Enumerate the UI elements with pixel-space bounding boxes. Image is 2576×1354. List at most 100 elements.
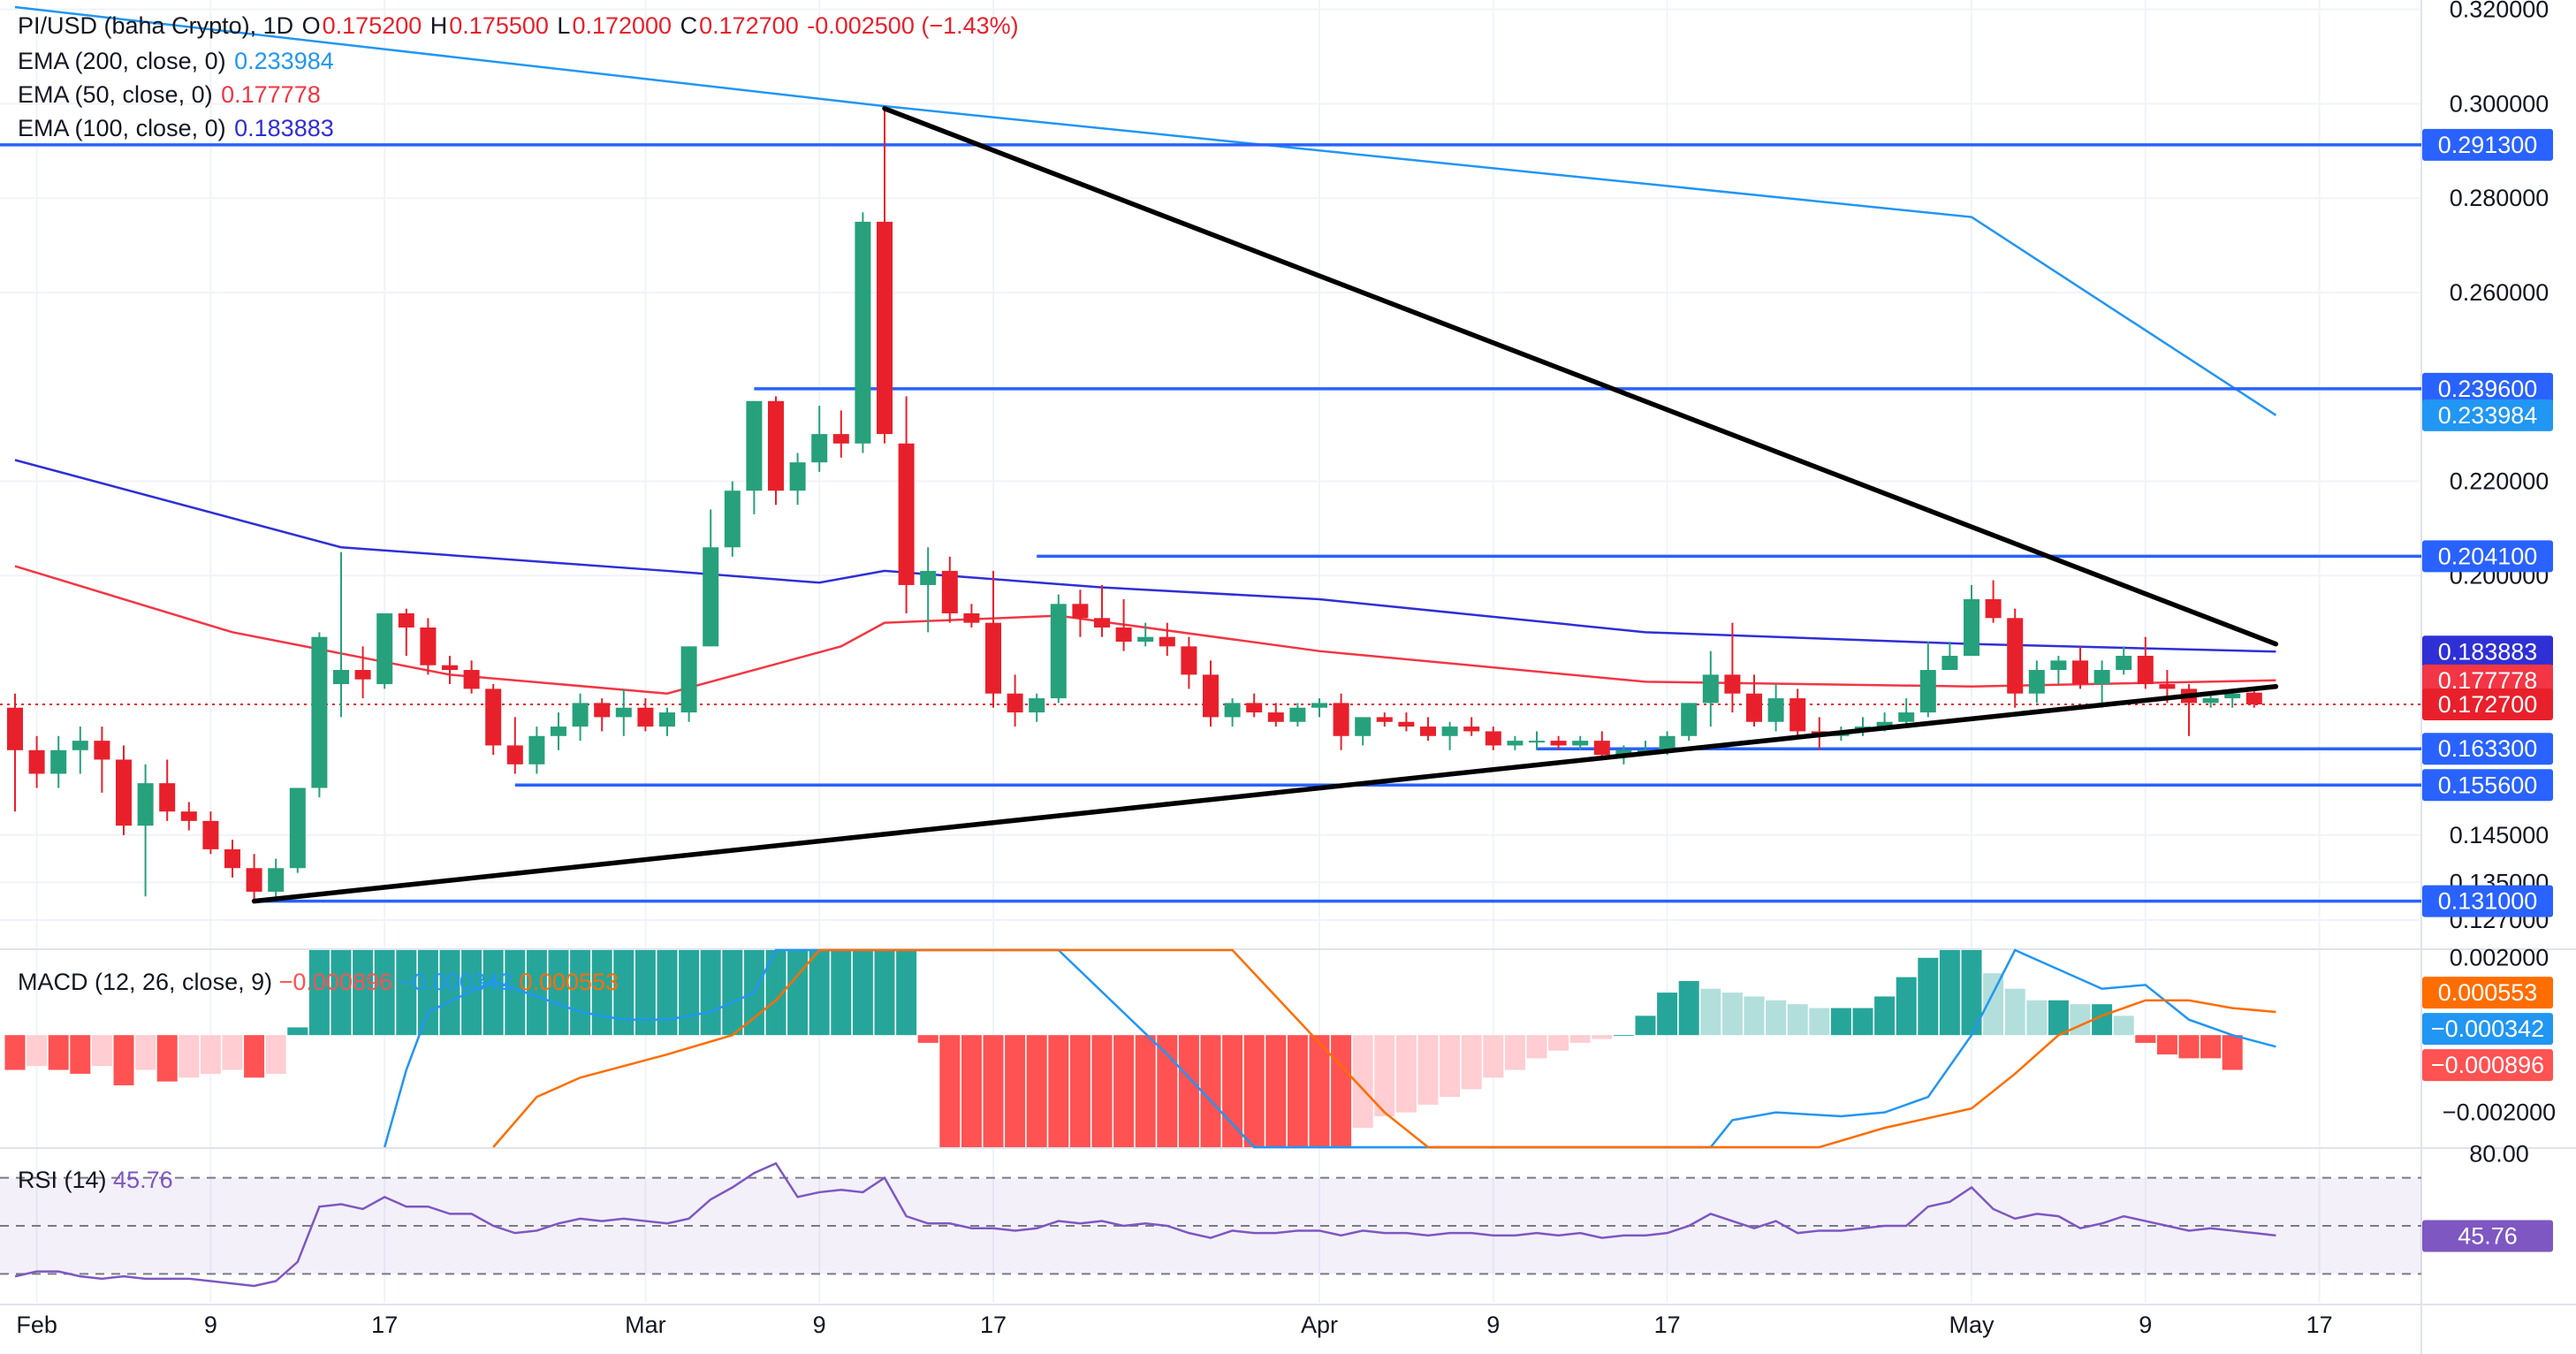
macd-histogram-bar	[1504, 1035, 1525, 1070]
macd-histogram-bar	[70, 1035, 91, 1074]
ema50-legend[interactable]: EMA (50, close, 0) 0.177778	[18, 81, 323, 109]
candle-body	[1790, 698, 1806, 732]
candle-body	[1094, 618, 1110, 628]
rsi-legend[interactable]: RSI (14) 45.76	[18, 1167, 173, 1194]
ema200-legend[interactable]: EMA (200, close, 0) 0.233984	[18, 48, 336, 75]
macd-histogram-bar	[917, 1035, 938, 1043]
candle-body	[463, 670, 480, 689]
macd-histogram-bar	[1265, 1035, 1287, 1147]
macd-signal-value: 0.000553	[519, 969, 619, 995]
candle-body	[28, 749, 45, 774]
macd-histogram-bar	[809, 950, 830, 1036]
candle-body	[506, 745, 523, 764]
macd-histogram-bar	[135, 1035, 156, 1070]
symbol-label: PI/USD (baha Crypto), 1D	[18, 12, 294, 39]
candle-body	[2028, 670, 2045, 694]
candle-body	[789, 462, 806, 491]
macd-histogram-bar	[2113, 1016, 2134, 1036]
price-badge-bg	[2422, 399, 2553, 431]
candle-body	[746, 400, 763, 491]
macd-histogram-bar	[852, 950, 873, 1036]
macd-histogram-bar	[1287, 1035, 1308, 1147]
candle-body	[920, 570, 937, 585]
candle-body	[116, 759, 132, 826]
macd-histogram-bar	[91, 1035, 112, 1067]
macd-histogram-bar	[1939, 950, 1960, 1036]
time-tick-label: 17	[371, 1312, 398, 1338]
candle-body	[398, 612, 414, 628]
macd-histogram-bar	[1700, 988, 1721, 1036]
macd-histogram-bar	[1395, 1035, 1417, 1113]
candle-body	[485, 688, 502, 746]
price-badge: 0.239600	[2438, 376, 2538, 402]
candle-body	[941, 570, 958, 613]
macd-histogram-bar	[1592, 1035, 1613, 1039]
high-label: H	[429, 12, 448, 39]
macd-tick-label: 0.002000	[2450, 945, 2549, 971]
macd-histogram-bar	[1744, 996, 1765, 1036]
horizontal-levels	[0, 143, 2421, 903]
price-badge-bg	[2422, 885, 2553, 917]
price-tick-label: 0.260000	[2450, 279, 2549, 306]
macd-histogram-bar	[722, 950, 743, 1036]
candle-body	[1115, 627, 1132, 643]
candle-body	[1485, 731, 1501, 746]
price-badge: 0.131000	[2438, 888, 2538, 915]
macd-badge: −0.000896	[2431, 1052, 2544, 1078]
candle-body	[1072, 604, 1089, 619]
candle-body	[1919, 670, 1936, 713]
time-axis[interactable]: Feb 9 17 Mar 9 17 Apr 9 17 May 9 17	[16, 1312, 2332, 1338]
candle-body	[2245, 692, 2262, 705]
macd-histogram-bar	[1069, 1035, 1090, 1147]
macd-histogram-bar	[1766, 1000, 1787, 1036]
macd-histogram-bar	[1200, 1035, 1221, 1147]
ema100-legend[interactable]: EMA (100, close, 0) 0.183883	[18, 115, 336, 142]
ohlc-legend[interactable]: PI/USD (baha Crypto), 1D O0.175200 H0.17…	[18, 12, 1021, 40]
macd-histogram-bar	[2222, 1035, 2243, 1070]
macd-histogram-bar	[1091, 1035, 1113, 1147]
macd-histogram-bar	[1852, 1008, 1873, 1036]
open-value: 0.175200	[322, 12, 422, 39]
ema-200-line	[14, 5, 2277, 416]
macd-histogram-bar	[2135, 1035, 2156, 1043]
candle-body	[1898, 712, 1915, 722]
macd-histogram-bar	[1374, 1035, 1395, 1117]
macd-histogram-bar	[2070, 1004, 2091, 1036]
macd-line-value: −0.000342	[399, 969, 513, 995]
candle-body	[376, 612, 393, 685]
candle-body	[1941, 656, 1958, 671]
macd-histogram-bar	[2092, 1004, 2113, 1036]
candle-body	[72, 741, 88, 750]
price-axis[interactable]: 0.320000 0.300000 0.280000 0.260000 0.220000…	[2443, 0, 2556, 1167]
macd-histogram-bar	[1526, 1035, 1547, 1059]
candle-body	[898, 443, 915, 585]
candle-body	[615, 707, 632, 718]
macd-histogram-bar	[983, 1035, 1004, 1147]
candle-body	[680, 646, 697, 713]
price-tick-label: 0.280000	[2450, 185, 2549, 211]
macd-badge: −0.000342	[2431, 1016, 2544, 1042]
candle-body	[877, 221, 893, 435]
candle-body	[1137, 636, 1154, 643]
macd-histogram-bar	[308, 950, 330, 1036]
candle-body	[2116, 656, 2132, 671]
candle-body	[1507, 741, 1524, 746]
macd-histogram-bar	[179, 1035, 200, 1078]
macd-histogram-bar	[1874, 996, 1896, 1036]
macd-histogram-bar	[1896, 977, 1917, 1036]
macd-badge-bg	[2422, 1049, 2553, 1082]
macd-legend[interactable]: MACD (12, 26, close, 9) −0.000896 −0.000…	[18, 969, 619, 996]
macd-histogram-bar	[1809, 1008, 1830, 1036]
macd-histogram-bar	[874, 950, 895, 1036]
price-badge-bg	[2422, 635, 2553, 668]
macd-histogram-bar	[1678, 980, 1699, 1036]
candle-body	[1224, 703, 1241, 718]
macd-histogram-bar	[657, 950, 678, 1036]
macd-badge: 0.000553	[2438, 979, 2538, 1006]
close-value: 0.172700	[699, 12, 799, 39]
rsi-badge: 45.76	[2458, 1223, 2518, 1250]
macd-histogram-bar	[1483, 1035, 1504, 1078]
signal-line	[492, 948, 2276, 1149]
time-tick-label: 17	[2306, 1312, 2333, 1338]
